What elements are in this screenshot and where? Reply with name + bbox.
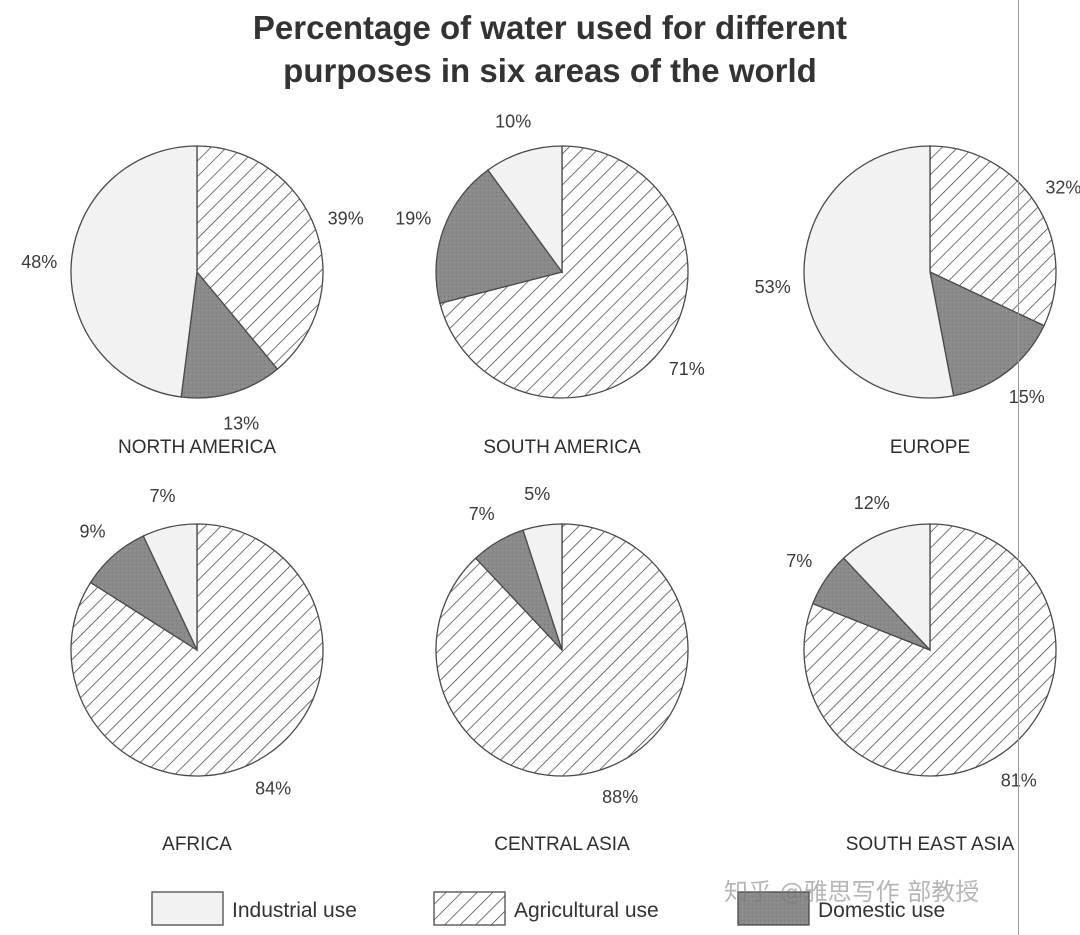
pct-label-industrial-africa: 7%: [149, 486, 175, 506]
slice-industrial-africa: [142, 523, 198, 651]
slice-agricultural-north-america: [196, 145, 324, 370]
slice-domestic-south-america: [435, 169, 564, 305]
legend-swatch-domestic: [737, 891, 810, 926]
pct-label-industrial-south-america: 10%: [495, 112, 531, 132]
region-label-south-america: SOUTH AMERICA: [483, 437, 641, 458]
legend: Industrial use Agricultural use Domestic u…: [151, 891, 945, 926]
watermark-text: 知乎 @雅思写作 部教授: [724, 878, 980, 906]
page-edge-line: [1018, 0, 1019, 935]
region-label-south-east-asia: SOUTH EAST ASIA: [846, 834, 1015, 855]
region-label-central-asia: CENTRAL ASIA: [494, 834, 630, 855]
slice-industrial-south-east-asia: [842, 523, 931, 652]
pct-label-domestic-north-america: 13%: [223, 414, 259, 434]
legend-label-agricultural: Agricultural use: [514, 899, 659, 922]
region-label-north-america: NORTH AMERICA: [118, 437, 276, 458]
pct-label-domestic-south-east-asia: 7%: [786, 551, 812, 571]
pct-label-agricultural-europe: 32%: [1045, 177, 1080, 197]
pct-label-agricultural-africa: 84%: [255, 779, 291, 799]
pie-south-america: 71% 19% 10% SOUTH AMERICA: [395, 112, 705, 458]
slice-agricultural-south-america: [439, 145, 689, 399]
pct-label-agricultural-central-asia: 88%: [602, 787, 638, 807]
legend-label-domestic: Domestic use: [818, 899, 945, 922]
legend-swatch-industrial: [151, 891, 224, 926]
pct-label-domestic-central-asia: 7%: [469, 504, 495, 524]
pie-africa: 84% 9% 7% AFRICA: [70, 486, 324, 855]
legend-label-industrial: Industrial use: [232, 899, 357, 922]
slice-industrial-north-america: [70, 145, 198, 398]
pct-label-domestic-europe: 15%: [1009, 387, 1045, 407]
chart-title: Percentage of water used for different p…: [120, 6, 980, 92]
chart-title-line-2: purposes in six areas of the world: [283, 52, 817, 89]
slice-industrial-europe: [803, 145, 955, 399]
slice-agricultural-south-east-asia: [803, 523, 1057, 777]
chart-title-line-1: Percentage of water used for different: [252, 9, 848, 46]
slice-industrial-south-america: [487, 145, 563, 275]
region-label-europe: EUROPE: [890, 437, 970, 458]
pct-label-industrial-central-asia: 5%: [524, 484, 550, 504]
pie-south-east-asia: 81%7%12%SOUTH EAST ASIA: [786, 493, 1057, 855]
legend-swatch-agricultural: [433, 891, 506, 926]
pct-label-industrial-europe: 53%: [755, 277, 791, 297]
pct-label-domestic-south-america: 19%: [395, 209, 431, 229]
pct-label-agricultural-north-america: 39%: [328, 209, 364, 229]
slice-domestic-europe: [929, 270, 1045, 397]
pct-label-industrial-north-america: 48%: [21, 252, 57, 272]
pct-label-domestic-africa: 9%: [79, 522, 105, 542]
pie-north-america: 39% 13% 48% NORTH AMERICA: [21, 145, 364, 458]
pie-europe: 32% 15% 53% EUROPE: [755, 145, 1080, 458]
slice-industrial-central-asia: [522, 523, 563, 651]
region-label-africa: AFRICA: [162, 834, 232, 855]
pct-label-industrial-south-east-asia: 12%: [854, 493, 890, 513]
slice-agricultural-europe: [929, 145, 1057, 327]
pie-central-asia: 88% 7% 5% CENTRAL ASIA: [435, 484, 689, 855]
pies-group: 39% 13% 48% NORTH AMERICA 71% 19% 10% SOUTH AME…: [21, 112, 1080, 855]
pct-label-agricultural-south-america: 71%: [669, 359, 705, 379]
slice-agricultural-central-asia: [435, 523, 689, 777]
slice-domestic-north-america: [180, 270, 279, 399]
